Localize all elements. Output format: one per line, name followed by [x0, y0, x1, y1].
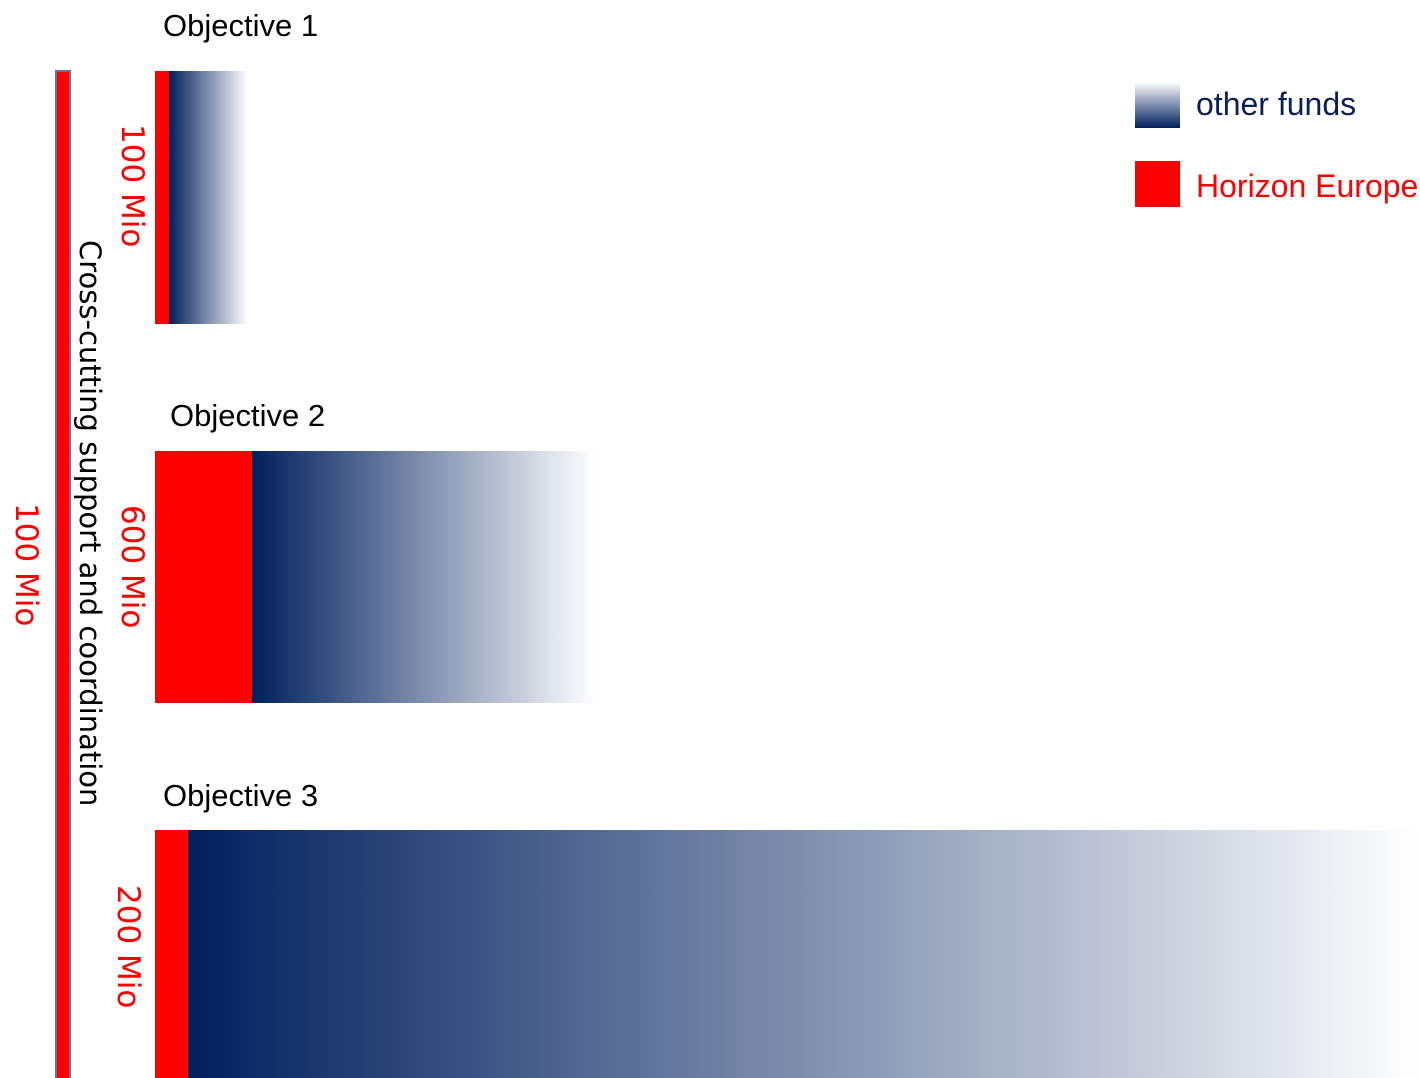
objective-1-bar	[155, 71, 248, 324]
objective-2-title: Objective 2	[170, 398, 326, 433]
legend-horizon-europe-label: Horizon Europe	[1196, 168, 1419, 204]
objective-2-horizon-europe-segment	[155, 451, 252, 703]
cross-cutting-bar	[55, 70, 71, 1078]
objective-1-amount: 100 Mio	[114, 124, 150, 248]
objective-3-title: Objective 3	[163, 778, 319, 813]
objective-1-title: Objective 1	[163, 8, 319, 43]
objective-3-amount: 200 Mio	[110, 885, 146, 1009]
objective-3-horizon-europe-segment	[155, 830, 188, 1078]
objective-1-horizon-europe-segment	[155, 71, 169, 324]
objective-2-other-funds-segment	[252, 451, 595, 703]
cross-cutting-title: Cross-cutting support and coordination	[73, 240, 107, 807]
objective-2-bar	[155, 451, 595, 703]
objective-3-bar	[155, 830, 1420, 1078]
legend-other-funds-swatch	[1135, 82, 1180, 128]
objective-3-other-funds-segment	[188, 830, 1420, 1078]
cross-cutting-amount: 100 Mio	[8, 503, 44, 627]
objective-2-amount: 600 Mio	[114, 505, 150, 629]
objective-1-other-funds-segment	[169, 71, 248, 324]
legend-other-funds-label: other funds	[1196, 86, 1357, 122]
legend-horizon-europe-swatch	[1135, 161, 1180, 207]
